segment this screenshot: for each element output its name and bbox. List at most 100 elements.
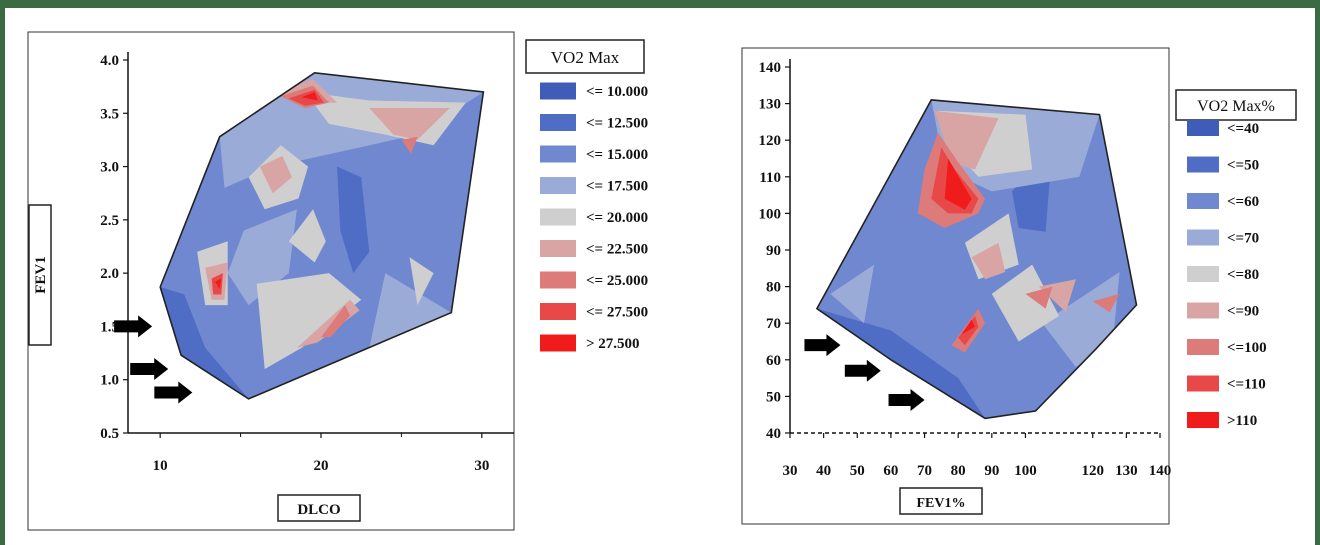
y-tick-label: 110 [759,170,781,186]
arrow-marker [154,381,193,404]
arrow-markers [114,315,193,404]
x-axis-label-box [277,494,361,522]
x-tick-label: 90 [984,463,999,479]
x-tick-label: 50 [850,463,865,479]
contour-region [991,264,1060,342]
contour-region [958,315,979,346]
contour-region [227,209,297,306]
contour-region [961,319,975,335]
legend-swatch [540,208,576,226]
contour-region [409,257,434,306]
legend-label: <= 27.500 [586,305,648,321]
axes: 0.51.01.52.02.53.03.54.010 20 30 [100,52,514,474]
legend-label: > 27.500 [586,336,640,352]
arrow-marker [888,389,925,412]
x-tick-label: 120 [1081,463,1104,479]
y-axis-label: FEV1 [33,256,49,294]
contour-region [944,158,972,210]
legend: <=40 <=50 <=60 <=70 <=80 <=90 <=100 <=110 >110 [1187,120,1267,429]
legend-swatch [1187,412,1219,428]
legend-swatch [1187,156,1219,173]
contour-region [256,273,362,370]
legend-label: <= 17.500 [586,179,648,195]
contour-region [816,308,986,419]
x-tick-label: 30 [474,458,489,474]
data-hull-outline [159,71,485,400]
chart-panel-vo2max-percent: 40 50 60 70 80 90 100 110 120 130 140 30 40 50 60 70 80 9… [741,47,1297,525]
contour-bands [816,99,1120,419]
legend-swatch [540,334,576,352]
x-tick-label: 100 [1014,463,1037,479]
legend-label: <= 22.500 [586,242,648,258]
contour-region [1092,293,1120,313]
x-tick-label: 80 [951,463,966,479]
y-tick-label: 2.5 [100,213,119,229]
legend-swatch [540,303,576,320]
legend-label: <=80 [1227,267,1259,283]
y-tick-label: 40 [766,426,781,442]
legend-swatch [1187,302,1219,319]
legend-label: <=100 [1227,340,1267,356]
legend-title: VO2 Max [551,48,620,67]
legend-label: <= 10.000 [586,84,648,100]
x-axis-label-box [899,487,983,515]
x-tick-label: 140 [1149,463,1172,479]
arrow-marker [114,315,153,338]
x-tick-label: 40 [816,463,831,479]
legend-swatch [1187,375,1219,392]
arrow-marker [804,334,841,357]
x-tick-label: 30 [783,463,798,479]
contour-region [1038,279,1076,313]
contour-region [369,108,450,140]
y-tick-label: 1.0 [100,373,119,389]
legend-label: <=70 [1227,231,1259,247]
y-tick-label: 50 [766,389,781,405]
contour-region [1025,286,1053,309]
y-tick-label: 3.0 [100,160,119,176]
contour-region [288,209,326,263]
y-tick-label: 90 [766,243,781,259]
legend-title: VO2 Max% [1197,98,1275,115]
arrow-marker [844,359,881,382]
legend-label: <=60 [1227,194,1259,210]
y-tick-label: 4.0 [100,53,119,69]
legend-label: <=40 [1227,121,1259,137]
legend-label: >110 [1227,413,1257,429]
data-hull-outline [815,99,1138,420]
arrow-marker [130,358,169,381]
legend-swatch [1187,193,1219,209]
x-axis-label: FEV1% [917,496,966,511]
y-tick-label: 3.5 [100,106,119,122]
y-tick-label: 140 [759,60,782,76]
contour-region [830,264,875,324]
legend-swatch [1187,120,1219,136]
legend-swatch [540,145,576,163]
contour-region [160,287,249,399]
y-tick-label: 120 [759,133,782,149]
contour-regions [159,71,485,400]
y-tick-label: 80 [766,280,781,296]
legend-swatch [540,82,576,100]
legend-swatch [1187,339,1219,355]
legend-label: <=110 [1227,377,1266,393]
legend-swatch [540,114,576,131]
chart-panel-vo2max: 0.51.01.52.02.53.03.54.010 20 30 FEV1 DLCO… [27,31,648,531]
legend-title-box [525,39,645,74]
contour-region [301,92,318,101]
legend-label: <= 25.000 [586,273,648,289]
contour-regions [815,99,1138,420]
legend-swatch [1187,229,1219,246]
contour-region [337,166,370,274]
x-tick-label: 60 [883,463,898,479]
contour-region [321,305,350,338]
x-tick-label: 130 [1115,463,1138,479]
contour-region [971,242,1006,280]
legend: <= 10.000 <= 12.500 <= 15.000 <= 17.500 <= 2… [540,82,648,352]
y-tick-label: 0.5 [100,426,119,442]
y-tick-label: 70 [766,316,781,332]
x-tick-label: 70 [917,463,932,479]
y-tick-label: 100 [759,206,782,222]
x-axis-label: DLCO [297,502,340,518]
